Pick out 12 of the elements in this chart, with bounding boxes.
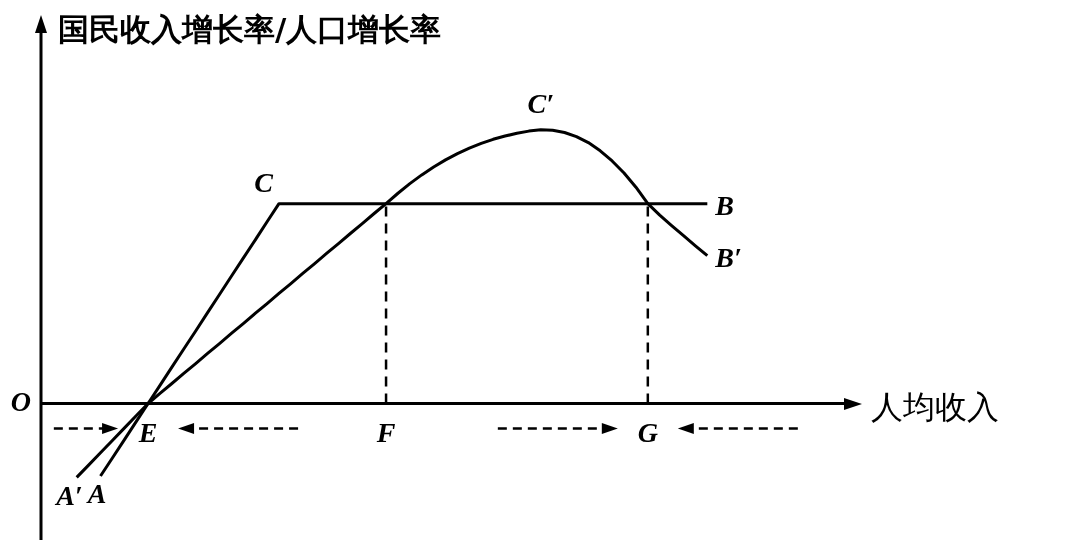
text: A — [85, 478, 107, 510]
x-tick-label: G — [637, 416, 658, 448]
text: A′ — [54, 479, 83, 511]
x-axis-title: 人均收入 — [871, 387, 999, 426]
text: C′ — [527, 87, 555, 119]
annotation: B′ — [714, 241, 742, 273]
annotation: B — [714, 189, 735, 221]
annotation: C — [254, 166, 274, 198]
x-tick-label: F — [375, 416, 396, 448]
text: O — [10, 385, 31, 417]
y-axis-title: 国民收入增长率/人口增长率 — [58, 11, 442, 48]
x-tick-label: E — [137, 416, 158, 448]
